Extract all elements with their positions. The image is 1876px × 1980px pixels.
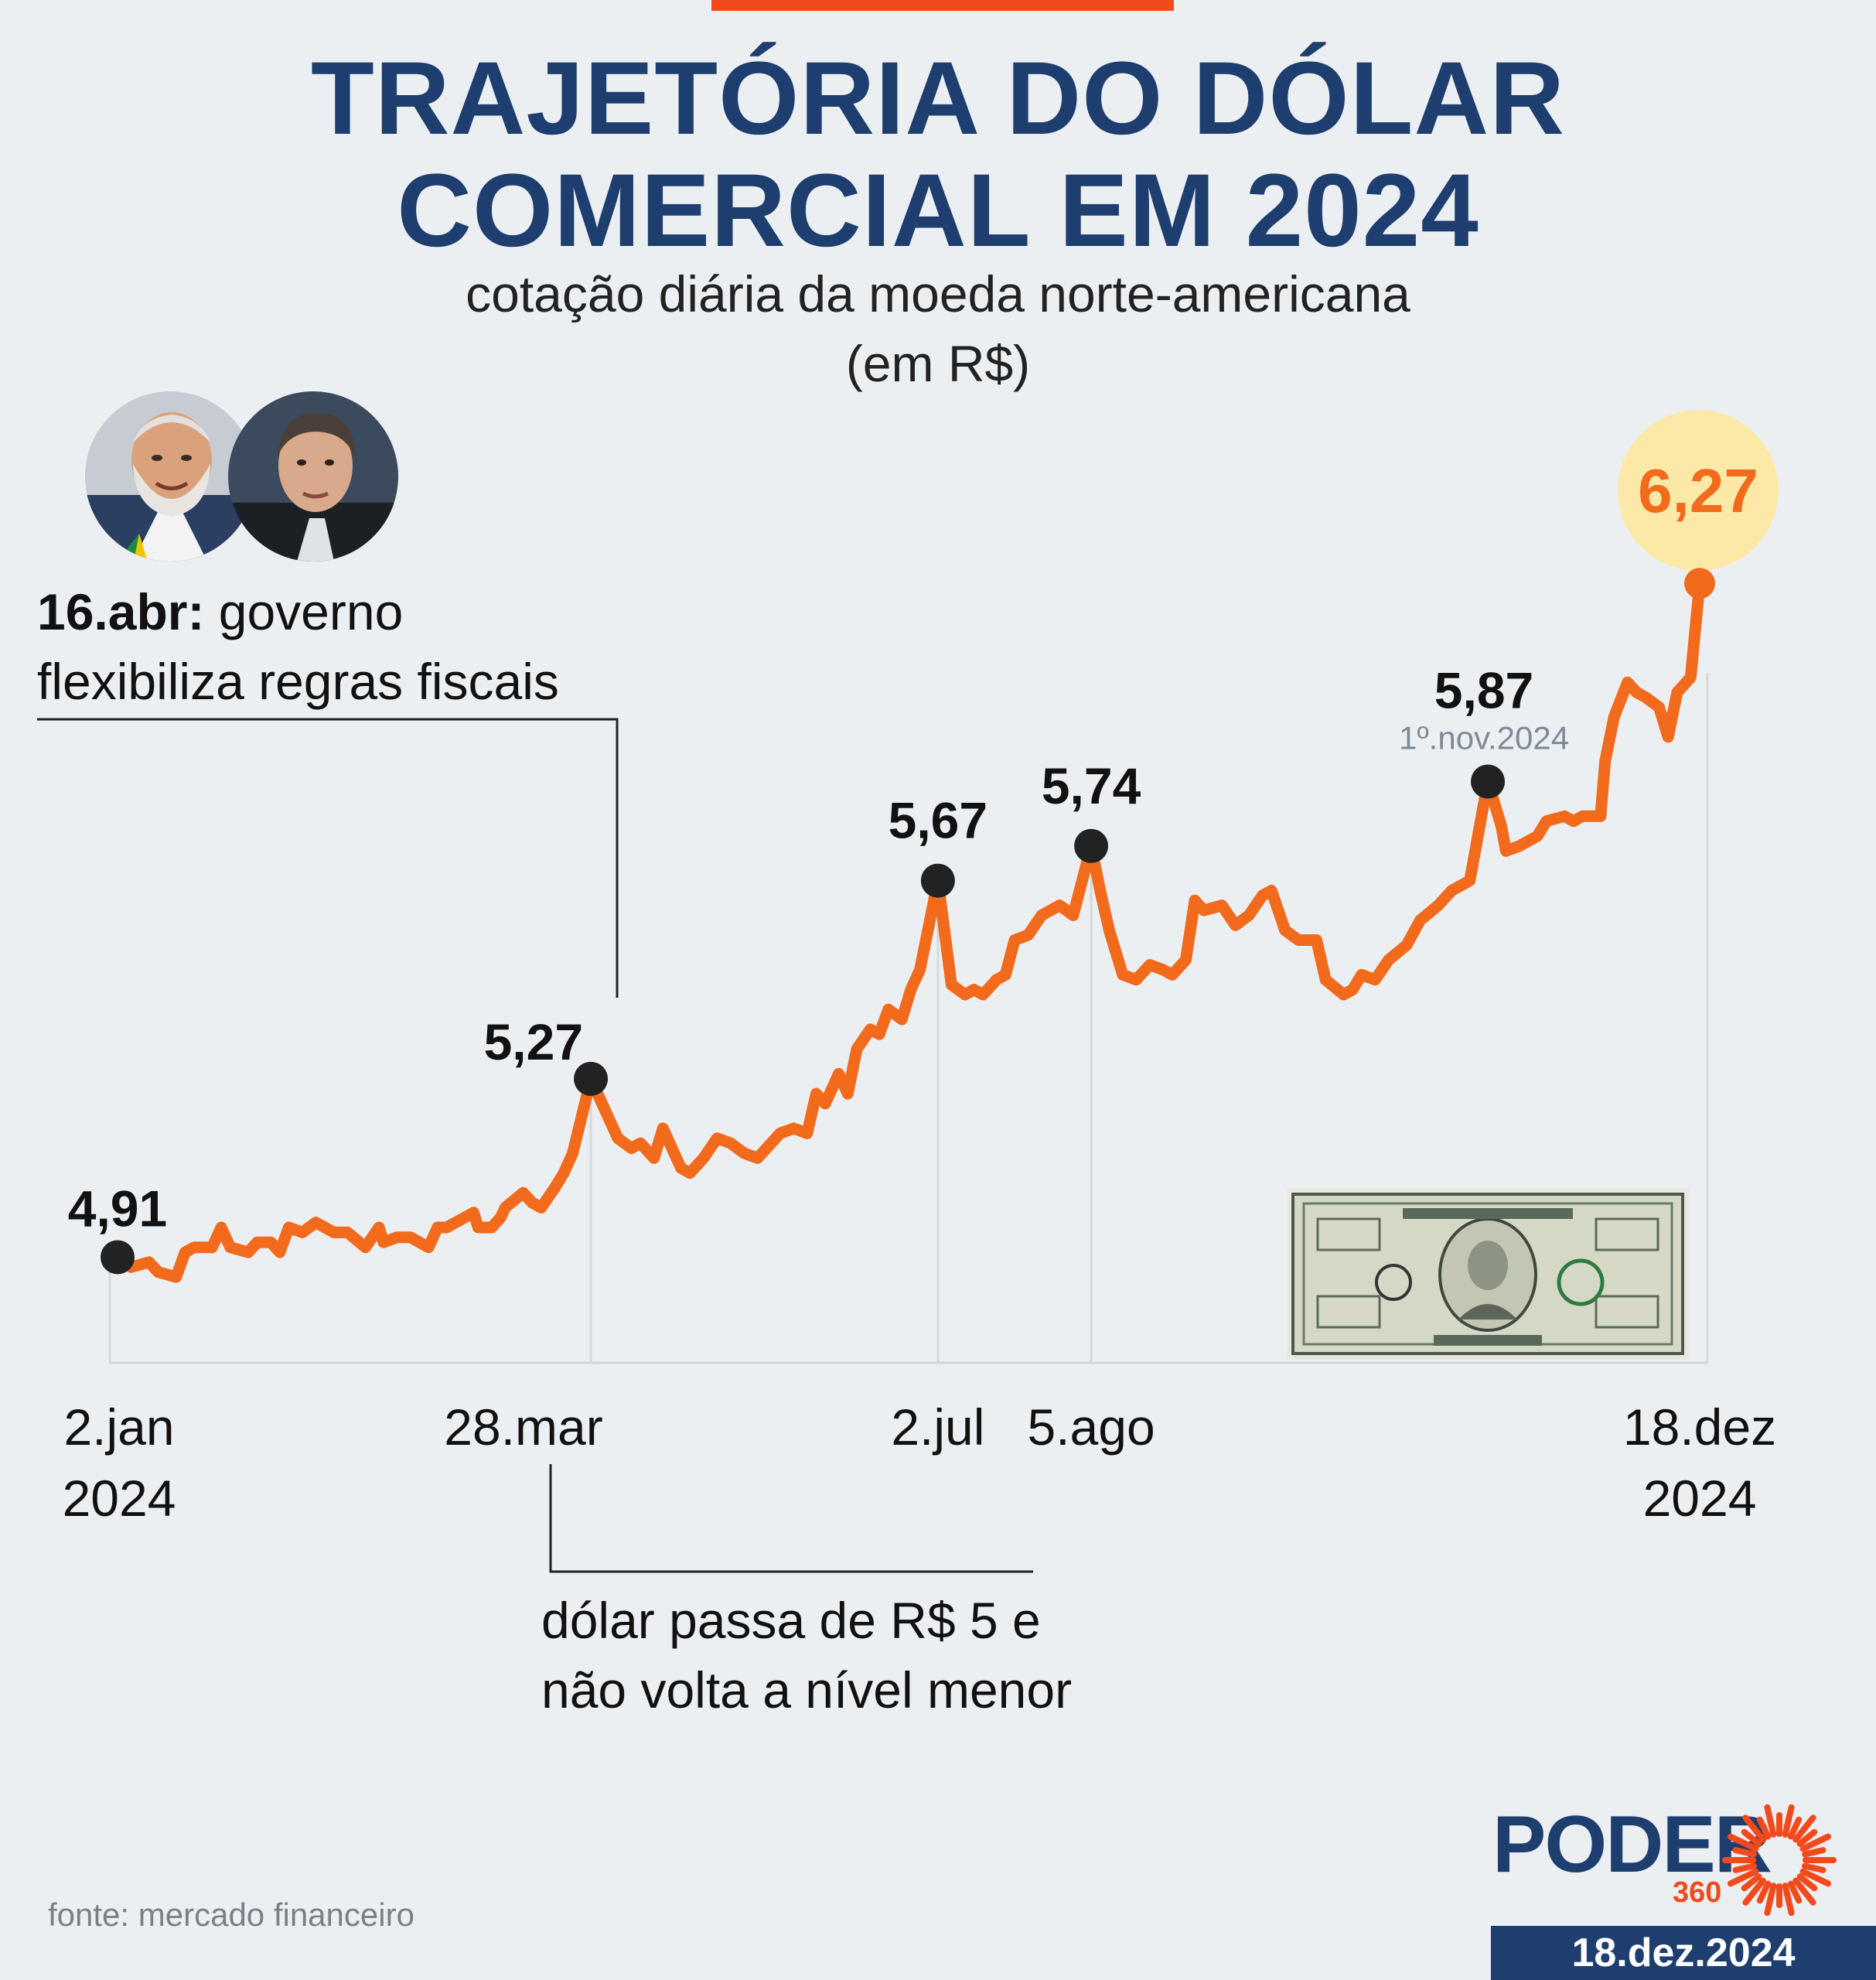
title-line-1: TRAJETÓRIA DO DÓLAR bbox=[310, 41, 1566, 156]
sunburst-logo-icon bbox=[1722, 1804, 1837, 1917]
fiscal-annotation-text-1: governo bbox=[204, 583, 404, 640]
sunburst-ray bbox=[1787, 1816, 1803, 1840]
highlight-value-label: 5,27 bbox=[484, 1013, 583, 1070]
sunburst-ray bbox=[1782, 1883, 1795, 1917]
sunburst-ray bbox=[1799, 1868, 1832, 1887]
sunburst-ray bbox=[1802, 1847, 1827, 1858]
sunburst-ray bbox=[1782, 1804, 1795, 1838]
sunburst-ray bbox=[1756, 1816, 1772, 1840]
threshold-annotation: dólar passa de R$ 5 e não volta a nível … bbox=[541, 1586, 1072, 1725]
portraits-icon bbox=[85, 391, 398, 562]
sunburst-ray bbox=[1787, 1880, 1803, 1904]
highlight-point bbox=[1471, 764, 1506, 799]
sunburst-ray bbox=[1792, 1814, 1816, 1843]
brand-logo-text: PODER bbox=[1492, 1800, 1772, 1890]
x-tick-label: 5.ago bbox=[1027, 1398, 1155, 1456]
highlight-point bbox=[920, 863, 955, 898]
chart-tick-labels: 2.jan 2024 28.mar 2.jul 5.ago 18.dez 2024 bbox=[63, 1398, 1777, 1527]
page-title: TRAJETÓRIA DO DÓLAR COMERCIAL EM 2024 bbox=[0, 43, 1876, 267]
sunburst-ray bbox=[1764, 1804, 1777, 1838]
x-tick-label-year: 2024 bbox=[1643, 1470, 1757, 1527]
sunburst-ray bbox=[1732, 1862, 1757, 1873]
brand-logo-suffix: 360 bbox=[1673, 1876, 1722, 1909]
x-tick-label: 18.dez bbox=[1623, 1398, 1776, 1456]
sunburst-ray bbox=[1802, 1862, 1827, 1873]
highlight-value-label: 4,91 bbox=[68, 1179, 167, 1237]
fiscal-annotation-date: 16.abr: bbox=[37, 583, 205, 640]
x-tick-label: 2.jan bbox=[63, 1398, 174, 1456]
sunburst-ray bbox=[1756, 1880, 1772, 1904]
subtitle-line-2: (em R$) bbox=[845, 335, 1031, 392]
chart-static-layer bbox=[37, 410, 1779, 1573]
highlight-point bbox=[1074, 828, 1109, 863]
x-tick-label: 28.mar bbox=[444, 1398, 602, 1456]
highlight-point bbox=[1684, 568, 1715, 599]
source-note: fonte: mercado financeiro bbox=[48, 1896, 414, 1933]
fiscal-annotation-line-2: flexibiliza regras fiscais bbox=[37, 653, 559, 710]
sunburst-ray bbox=[1727, 1868, 1759, 1887]
sunburst-ray bbox=[1727, 1833, 1759, 1852]
sunburst-ray bbox=[1796, 1828, 1818, 1847]
sunburst-ray bbox=[1741, 1828, 1762, 1847]
highlight-point bbox=[101, 1240, 135, 1275]
fiscal-annotation: 16.abr: governo flexibiliza regras fisca… bbox=[37, 577, 559, 716]
threshold-annotation-line-2: não volta a nível menor bbox=[541, 1661, 1073, 1719]
sunburst-ray bbox=[1799, 1833, 1832, 1852]
highlight-date-note: 1º.nov.2024 bbox=[1399, 719, 1569, 756]
dollar-bill-icon bbox=[1287, 1188, 1689, 1360]
portrait-haddad-icon bbox=[228, 391, 398, 562]
fiscal-leader-line bbox=[37, 718, 619, 998]
x-tick-label: 2.jul bbox=[891, 1398, 984, 1456]
accent-bar bbox=[711, 0, 1174, 11]
series-line-dolar bbox=[111, 577, 1706, 1283]
threshold-annotation-line-1: dólar passa de R$ 5 e bbox=[541, 1592, 1041, 1649]
subtitle-line-1: cotação diária da moeda norte-americana bbox=[466, 265, 1410, 323]
sunburst-ray bbox=[1796, 1873, 1818, 1892]
threshold-leader-line bbox=[549, 1464, 1033, 1573]
sunburst-ray bbox=[1742, 1877, 1766, 1906]
highlight-value-label: 5,67 bbox=[889, 792, 987, 849]
x-tick-label-year: 2024 bbox=[63, 1470, 176, 1527]
fiscal-annotation-line-1: 16.abr: governo bbox=[37, 577, 559, 647]
sunburst-ray bbox=[1741, 1873, 1762, 1892]
sunburst-ray bbox=[1792, 1877, 1816, 1906]
highlight-value-label: 6,27 bbox=[1638, 456, 1758, 525]
sunburst-ray bbox=[1742, 1814, 1766, 1843]
title-line-2: COMERCIAL EM 2024 bbox=[397, 153, 1479, 268]
sunburst-ray bbox=[1764, 1883, 1777, 1917]
highlight-point bbox=[574, 1061, 609, 1096]
highlight-value-label: 5,74 bbox=[1042, 757, 1141, 814]
page-subtitle: cotação diária da moeda norte-americana … bbox=[0, 259, 1876, 398]
publish-date-badge: 18.dez.2024 bbox=[1491, 1926, 1876, 1980]
final-value-bubble bbox=[1618, 410, 1779, 571]
chart-axes bbox=[108, 673, 1709, 1364]
sunburst-ray bbox=[1732, 1847, 1757, 1858]
highlight-value-label: 5,87 bbox=[1434, 661, 1533, 719]
